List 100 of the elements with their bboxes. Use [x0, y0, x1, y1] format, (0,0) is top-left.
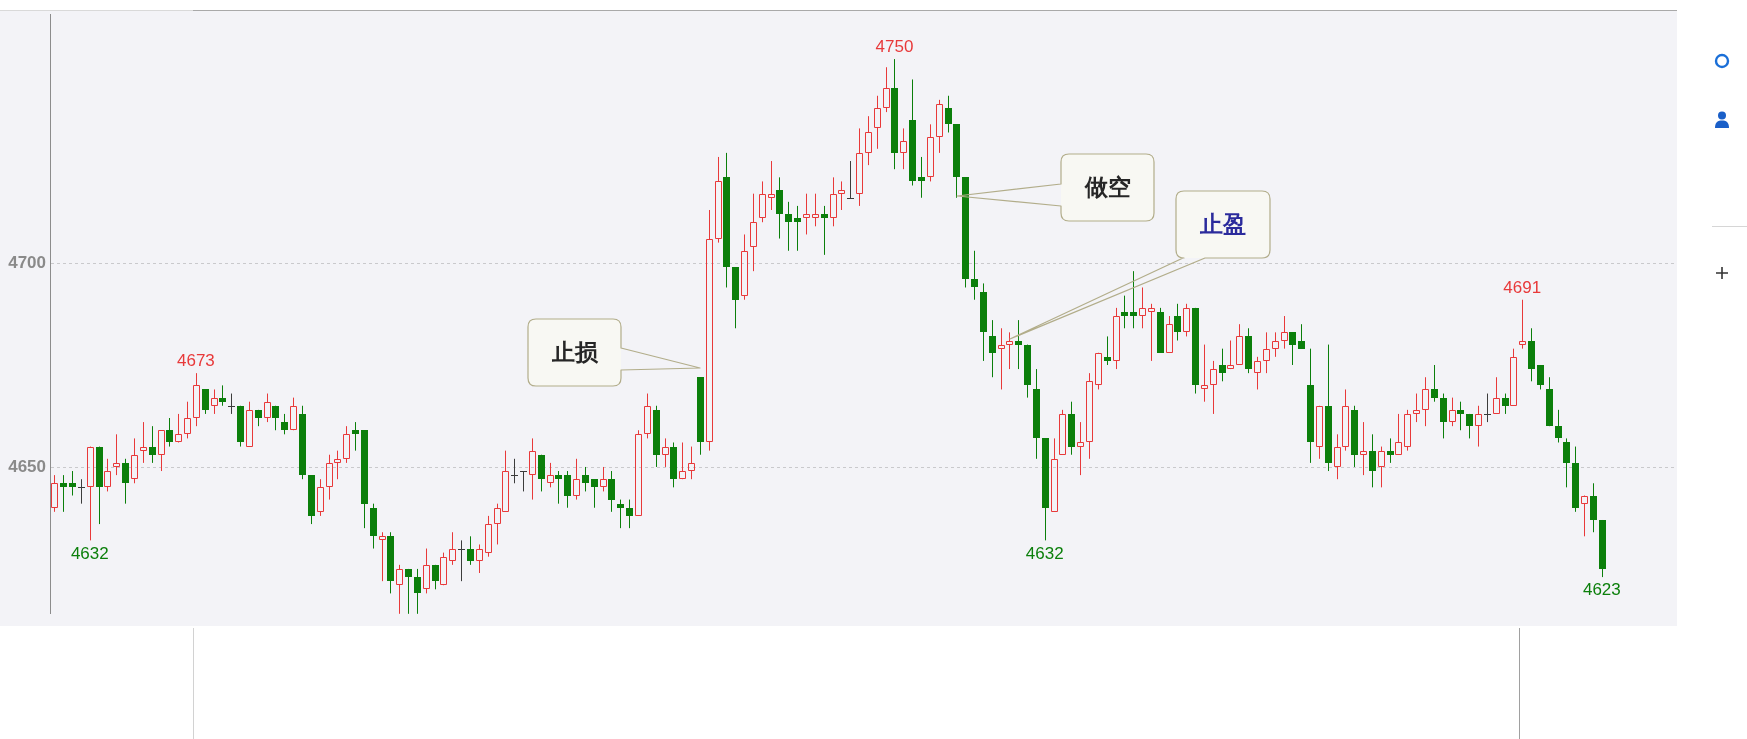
- candlestick: [264, 393, 271, 423]
- candlestick: [308, 475, 315, 525]
- candlestick: [1590, 482, 1597, 533]
- candlestick: [529, 437, 536, 501]
- candlestick: [387, 531, 394, 594]
- candlestick: [980, 282, 987, 362]
- candlestick: [706, 209, 713, 452]
- candlestick: [1024, 345, 1031, 399]
- candlestick: [1068, 401, 1075, 456]
- candlestick: [688, 446, 695, 480]
- candlestick: [1528, 327, 1535, 382]
- candlestick: [927, 123, 934, 182]
- candlestick: [1466, 414, 1473, 439]
- candlestick: [1201, 344, 1208, 403]
- candlestick: [591, 479, 598, 509]
- text: 4632: [70, 543, 109, 563]
- candlestick: [874, 95, 881, 150]
- candlestick: [547, 462, 554, 488]
- candlestick: [457, 539, 466, 582]
- candlestick: [1422, 376, 1429, 427]
- candlestick: [936, 99, 943, 154]
- candlestick: [776, 176, 783, 240]
- candlestick: [653, 405, 660, 468]
- candlestick: [830, 176, 837, 227]
- text: 4623: [1582, 580, 1621, 600]
- candlestick: [1351, 405, 1358, 468]
- candlestick: [104, 458, 111, 492]
- candlestick: [1059, 409, 1066, 455]
- candlestick: [326, 454, 333, 501]
- candlestick: [971, 250, 978, 301]
- candlestick: [1555, 409, 1562, 443]
- candlestick: [1245, 327, 1252, 374]
- candlestick: [750, 193, 757, 272]
- candlestick: [193, 372, 200, 427]
- candlestick: [1502, 393, 1509, 415]
- candlestick: [1325, 344, 1332, 472]
- candlestick: [272, 406, 279, 431]
- text: 4750: [875, 37, 914, 57]
- candlestick: [1599, 520, 1606, 578]
- candlestick: [909, 78, 916, 187]
- candlestick: [113, 433, 120, 476]
- candlestick: [670, 441, 677, 488]
- candlestick: [812, 193, 819, 227]
- candlestick: [1263, 331, 1270, 374]
- candlestick: [564, 470, 571, 509]
- candlestick: [202, 389, 209, 415]
- candlestick: [821, 205, 828, 256]
- candlestick: [1051, 437, 1058, 512]
- candlestick: [856, 127, 863, 207]
- candlestick: [1537, 365, 1544, 390]
- candlestick: [1174, 303, 1181, 342]
- candlestick: [768, 160, 775, 211]
- candlestick: [476, 543, 483, 574]
- candlestick: [644, 393, 651, 439]
- annotation: 做空: [1084, 174, 1131, 201]
- candlestick: [617, 499, 624, 529]
- candlestick: [1307, 348, 1314, 464]
- candlestick: [918, 156, 925, 199]
- candlestick: [608, 470, 615, 513]
- candlestick: [396, 564, 403, 615]
- candlestick: [510, 458, 519, 484]
- candlestick: [1572, 446, 1579, 513]
- candlestick: [87, 447, 94, 541]
- candlestick: [945, 95, 952, 133]
- candlestick: [317, 478, 324, 517]
- candlestick: [432, 565, 439, 590]
- candlestick: [158, 430, 165, 472]
- candlestick: [122, 458, 129, 505]
- candlestick: [1104, 335, 1111, 366]
- candlestick: [1130, 270, 1137, 329]
- candlestick: [838, 180, 845, 211]
- candlestick: [519, 470, 528, 492]
- candlestick: [1483, 393, 1492, 423]
- candlestick: [184, 401, 191, 439]
- candlestick: [1113, 307, 1120, 370]
- candlestick: [1369, 433, 1376, 488]
- candlestick: [485, 515, 492, 558]
- candlestick: [883, 66, 890, 113]
- candlestick: [1298, 323, 1305, 349]
- candlestick: [1342, 388, 1349, 452]
- candlestick: [697, 377, 704, 456]
- candlestick: [1360, 421, 1367, 476]
- candlestick: [1475, 405, 1482, 448]
- candlestick: [1334, 433, 1341, 480]
- candlestick: [1192, 308, 1199, 395]
- candlestick: [582, 466, 589, 492]
- candlestick: [219, 384, 226, 407]
- candlestick: [794, 205, 801, 252]
- candlestick: [1219, 348, 1226, 382]
- candlestick: [1281, 315, 1288, 350]
- candlestick: [600, 466, 607, 492]
- candlestick: [998, 327, 1005, 390]
- candlestick: [1086, 372, 1093, 460]
- candlestick: [1546, 376, 1553, 426]
- candlestick: [370, 503, 377, 550]
- candlestick: [1077, 421, 1084, 476]
- candlestick: [60, 474, 67, 513]
- candlestick: [467, 535, 474, 566]
- candlestick: [281, 413, 288, 435]
- candlestick: [715, 156, 722, 244]
